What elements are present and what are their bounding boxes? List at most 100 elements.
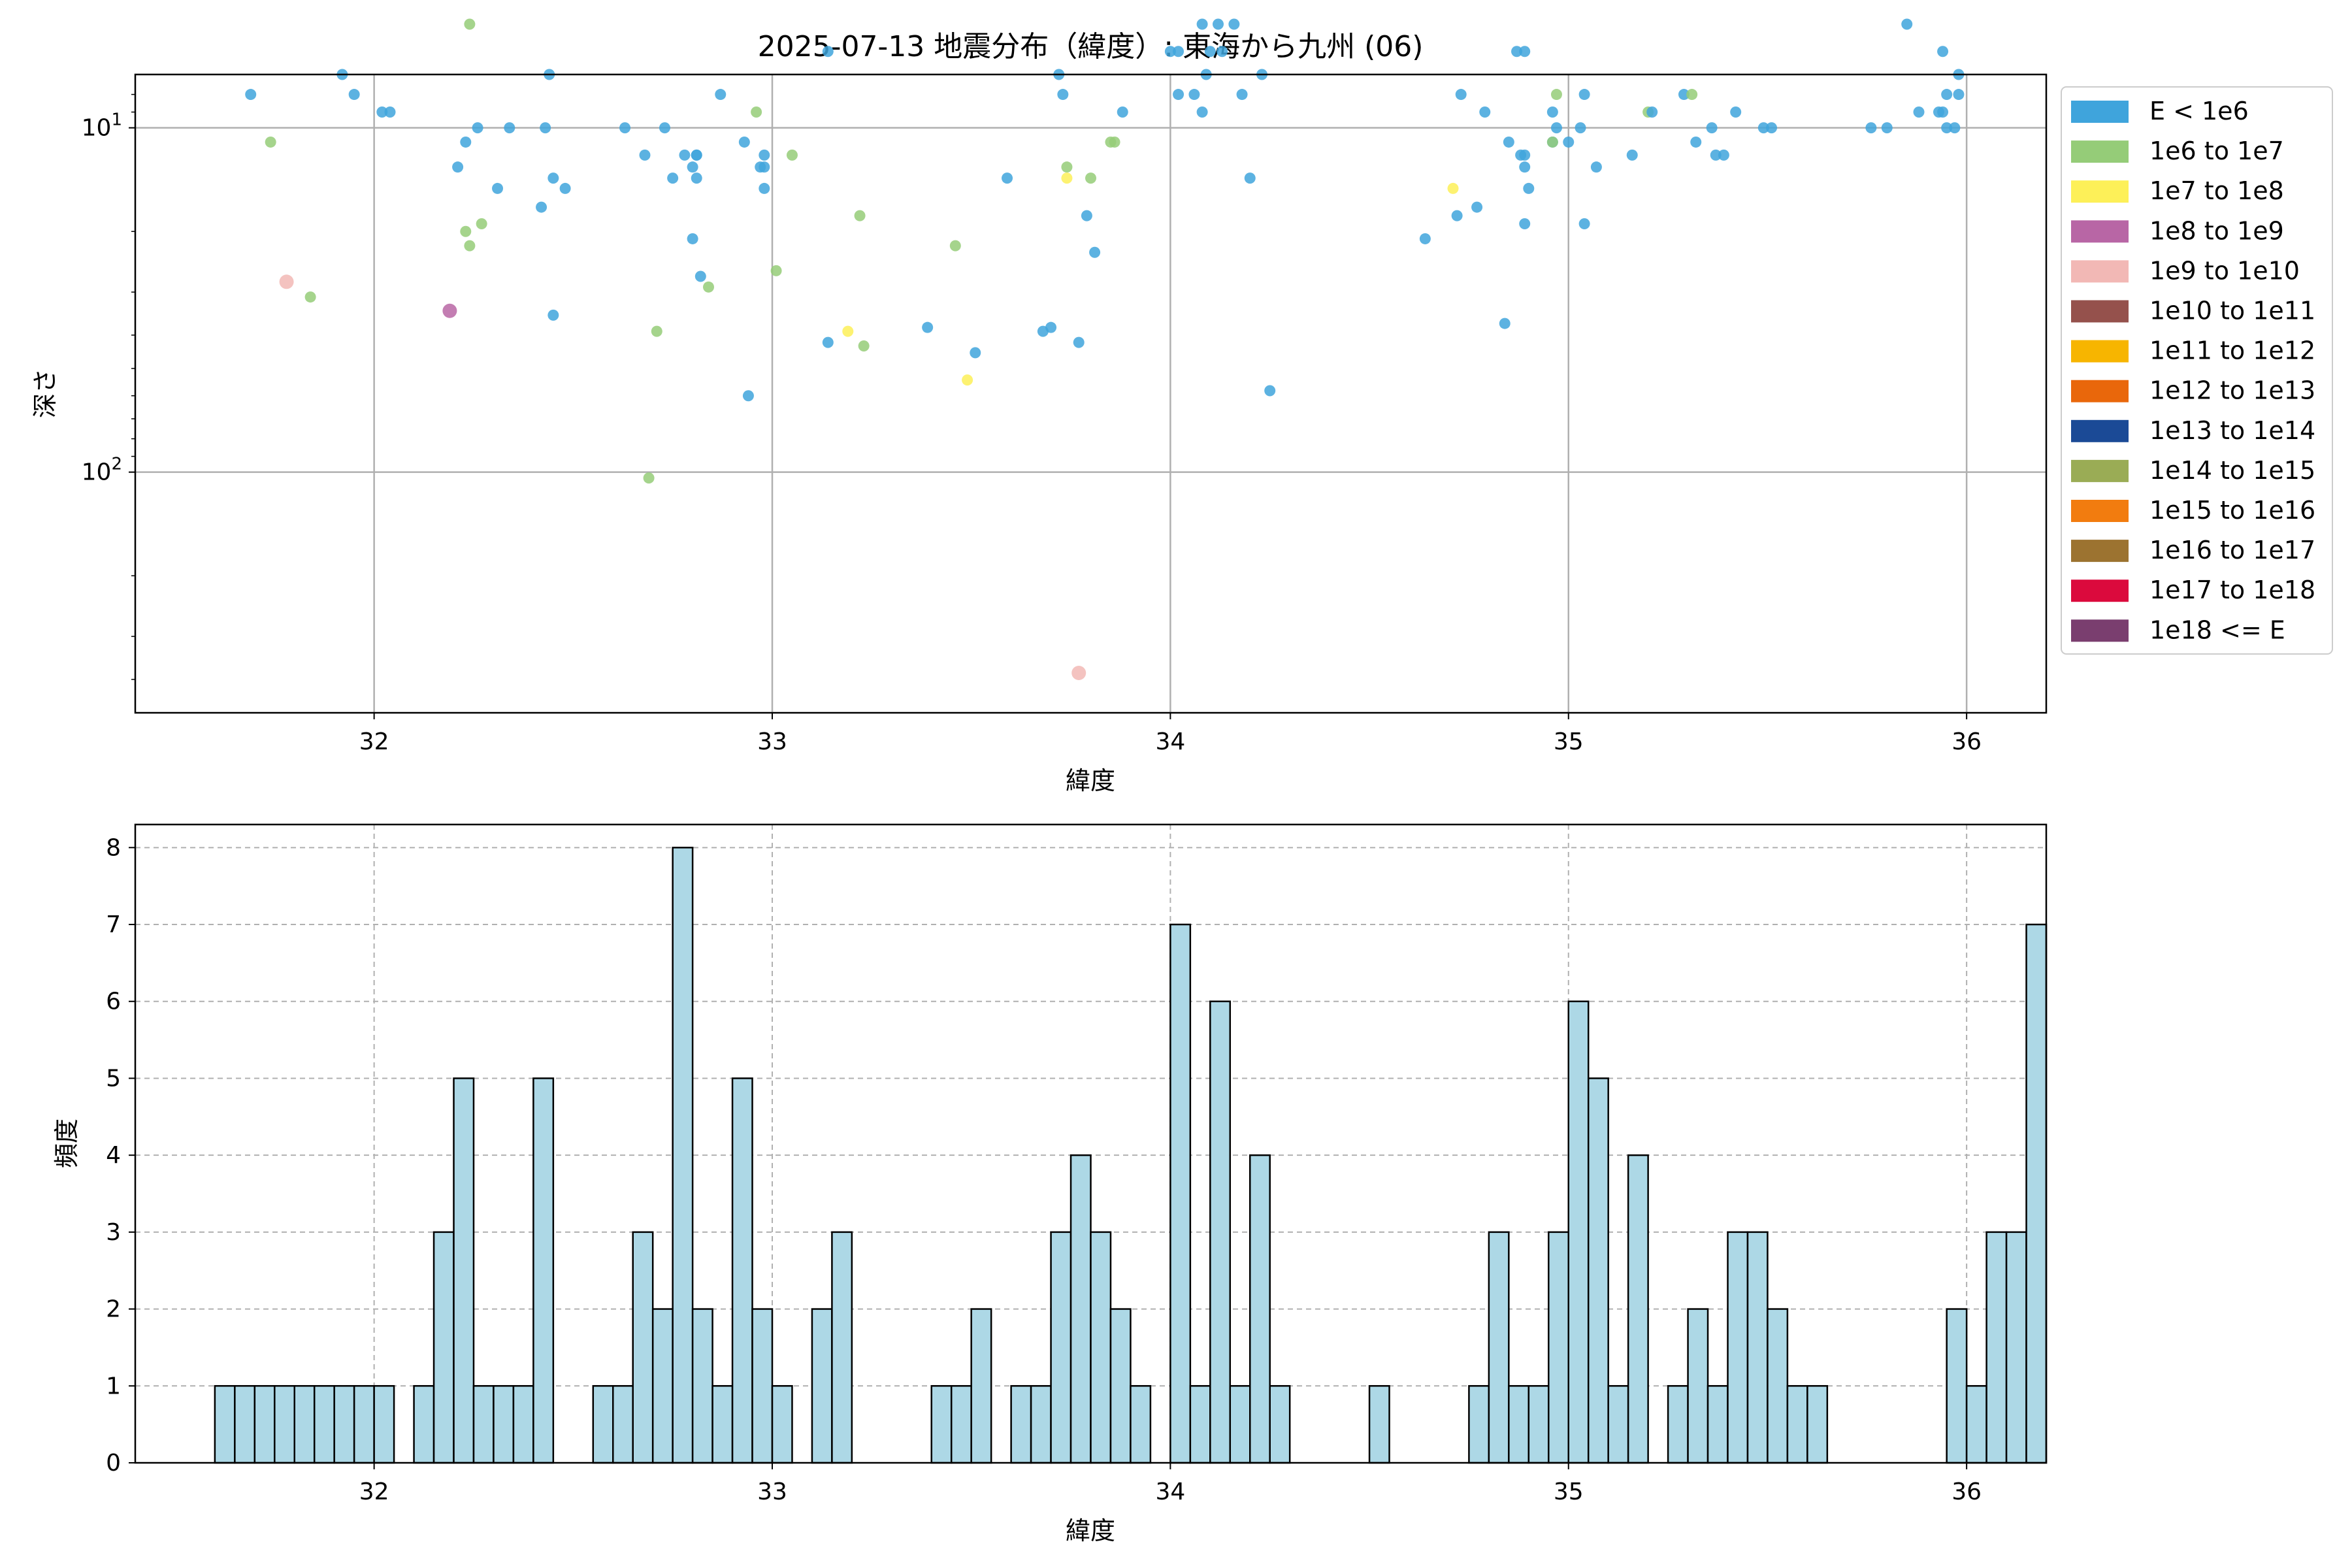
scatter-point [822, 46, 834, 57]
scatter-point [504, 122, 515, 134]
scatter-y-tick-exponent: 2 [111, 455, 122, 474]
histogram-x-axis-label: 緯度 [1066, 1516, 1115, 1545]
scatter-point [1196, 18, 1208, 30]
histogram-bar [1806, 1385, 1829, 1464]
histogram-bar [1727, 1231, 1749, 1464]
scatter-point [643, 472, 655, 484]
histogram-bar [234, 1385, 256, 1464]
scatter-point [759, 182, 770, 194]
scatter-point [1244, 172, 1256, 184]
histogram-bar [1527, 1385, 1550, 1464]
scatter-point [1913, 106, 1925, 118]
scatter-point [245, 89, 257, 101]
scatter-point [742, 390, 754, 402]
scatter-point [384, 106, 396, 118]
scatter-point [1563, 136, 1575, 148]
scatter-point [970, 347, 981, 359]
histogram-bar [1249, 1154, 1271, 1464]
scatter-point [962, 374, 973, 386]
scatter-x-tick-label: 34 [1155, 728, 1185, 755]
figure-title: 2025-07-13 地震分布（緯度）: 東海から九州 (06) [758, 30, 1424, 63]
scatter-point [1196, 106, 1208, 118]
scatter-point [922, 321, 934, 333]
histogram-bar [711, 1385, 734, 1464]
histogram-bar [1627, 1154, 1649, 1464]
histogram-bar [333, 1385, 355, 1464]
scatter-point [1578, 89, 1590, 101]
scatter-y-tick-label: 102 [82, 455, 122, 486]
legend-label: 1e16 to 1e17 [2149, 536, 2315, 564]
scatter-x-axis-label: 緯度 [1066, 766, 1115, 795]
scatter-point [1081, 210, 1092, 221]
scatter-point [1073, 336, 1085, 348]
scatter-point [738, 136, 750, 148]
histogram-bar [691, 1308, 713, 1464]
scatter-point [1550, 89, 1562, 101]
histogram-bar [1548, 1231, 1569, 1464]
legend-label: 1e6 to 1e7 [2149, 137, 2284, 165]
scatter-point [547, 309, 559, 321]
scatter-point [376, 106, 388, 118]
scatter-point [1519, 46, 1531, 57]
scatter-x-tick-label: 35 [1554, 728, 1584, 755]
histogram-bar [651, 1308, 674, 1464]
histogram-bar [1169, 923, 1192, 1464]
histogram-bar [373, 1385, 395, 1464]
histogram-bar [930, 1385, 953, 1464]
scatter-point [1451, 210, 1463, 221]
scatter-point [1503, 136, 1514, 148]
scatter-point [949, 240, 961, 252]
histogram-bar [1667, 1385, 1689, 1464]
legend-swatch [2071, 180, 2129, 203]
legend-swatch [2071, 419, 2129, 442]
legend-label: 1e11 to 1e12 [2149, 336, 2315, 365]
histogram-bar [293, 1385, 316, 1464]
histogram-bar [1746, 1231, 1769, 1464]
scatter-point [822, 336, 834, 348]
legend-label: 1e17 to 1e18 [2149, 576, 2315, 604]
scatter-point [786, 149, 798, 161]
histogram-bar [1010, 1385, 1032, 1464]
scatter-y-tick-exponent: 1 [111, 110, 122, 130]
scatter-point [1173, 46, 1184, 57]
scatter-point [619, 122, 631, 134]
histogram-bar [612, 1385, 634, 1464]
scatter-point [1546, 106, 1558, 118]
scatter-point [1511, 46, 1523, 57]
legend-label: 1e10 to 1e11 [2149, 297, 2315, 325]
histogram-bar [1567, 1000, 1590, 1464]
scatter-point [547, 172, 559, 184]
histogram-bar [472, 1385, 495, 1464]
histogram-y-axis-label: 頻度 [52, 1119, 81, 1168]
scatter-point [1766, 122, 1778, 134]
scatter-point [1213, 18, 1224, 30]
scatter-point [265, 136, 276, 148]
scatter-point [540, 122, 551, 134]
legend-label: 1e13 to 1e14 [2149, 416, 2315, 445]
scatter-point [1550, 122, 1562, 134]
scatter-point [1865, 122, 1877, 134]
histogram-y-tick-label: 6 [106, 988, 121, 1015]
scatter-point [1447, 182, 1459, 194]
scatter-point [854, 210, 866, 221]
histogram-y-tick-label: 8 [106, 834, 121, 861]
scatter-point [1949, 122, 1961, 134]
histogram-bar [353, 1385, 375, 1464]
histogram-y-tick-label: 5 [106, 1065, 121, 1092]
legend-swatch [2071, 540, 2129, 563]
histogram-bar [1965, 1385, 1987, 1464]
legend-swatch [2071, 140, 2129, 163]
scatter-point [536, 201, 547, 213]
histogram-bar [950, 1385, 972, 1464]
scatter-point [1109, 136, 1120, 148]
scatter-point [1002, 172, 1013, 184]
scatter-point [659, 122, 670, 134]
legend-swatch [2071, 300, 2129, 323]
scatter-point [694, 270, 706, 282]
scatter-point [1881, 122, 1893, 134]
histogram-bar [811, 1308, 833, 1464]
scatter-point [460, 225, 472, 237]
histogram-bar [313, 1385, 335, 1464]
